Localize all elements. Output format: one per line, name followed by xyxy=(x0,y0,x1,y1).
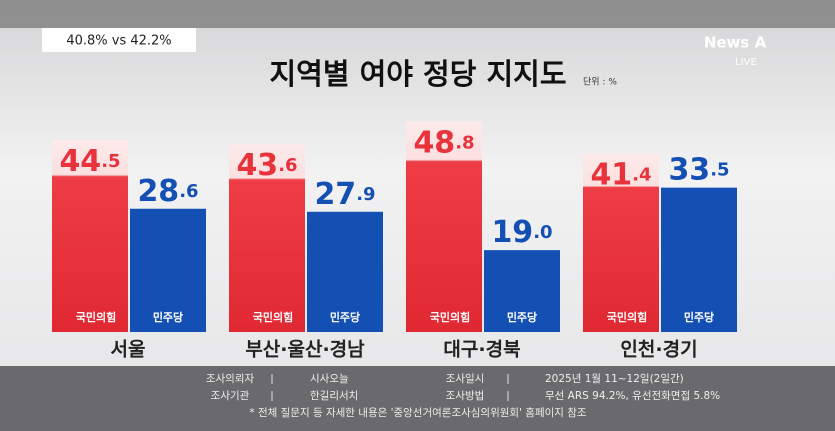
bar xyxy=(583,153,659,332)
x-tick-label: 대구·경북 xyxy=(443,339,520,361)
value-label: 48.8 xyxy=(413,125,474,160)
bar xyxy=(406,121,482,332)
value-label-main: 43 xyxy=(236,148,278,183)
unit: 단위 : % xyxy=(583,77,617,88)
series-name: 민주당 xyxy=(507,310,537,324)
value-label-decimal: .4 xyxy=(632,165,651,186)
series-name: 국민의힘 xyxy=(607,310,647,324)
bar xyxy=(661,187,737,332)
x-tick-label: 부산·울산·경남 xyxy=(245,339,365,361)
live: LIVE xyxy=(735,57,757,68)
series-name: 민주당 xyxy=(684,310,714,324)
footer-text: 2025년 1월 11~12일(2일간) xyxy=(545,372,684,385)
value-label-main: 44 xyxy=(59,144,101,179)
value-label: 33.5 xyxy=(668,152,729,187)
brand: News A xyxy=(704,34,767,52)
footer-text: 조사의뢰자 xyxy=(206,373,255,385)
bar xyxy=(52,140,128,332)
value-label-main: 41 xyxy=(590,157,632,192)
bar xyxy=(484,250,560,332)
value-label: 19.0 xyxy=(491,215,552,250)
x-tick-label: 서울 xyxy=(111,339,146,361)
value-label-main: 28 xyxy=(137,173,179,208)
value-label-decimal: .6 xyxy=(278,155,297,176)
chart-title: 지역별 여야 정당 지지도 xyxy=(269,57,566,91)
footer-text: 조사일시 xyxy=(446,372,485,385)
value-label-decimal: .9 xyxy=(356,184,375,205)
value-label-decimal: .5 xyxy=(710,160,729,181)
value-label: 27.9 xyxy=(314,176,375,211)
series-name: 국민의힘 xyxy=(253,310,293,324)
value-label-main: 27 xyxy=(314,176,356,211)
value-label: 41.4 xyxy=(590,157,651,192)
series-name: 민주당 xyxy=(153,310,183,324)
footer-text: 조사방법 xyxy=(446,390,485,402)
bar xyxy=(307,211,383,332)
footer-text: 무선 ARS 94.2%, 유선전화면접 5.8% xyxy=(545,390,720,402)
subtitle-box xyxy=(42,28,196,52)
value-label: 43.6 xyxy=(236,148,297,183)
value-label-main: 33 xyxy=(668,152,710,187)
value-label: 28.6 xyxy=(137,173,198,208)
series-name: 국민의힘 xyxy=(430,310,470,324)
footer-text: 조사기관 xyxy=(211,390,250,402)
value-label-main: 19 xyxy=(491,215,533,250)
x-tick-label: 인천·경기 xyxy=(620,339,697,361)
value-label-decimal: .6 xyxy=(179,181,198,202)
footer-note: * 전체 질문지 등 자세한 내용은 '중앙선거여론조사심의위원회' 홈페이지 … xyxy=(249,406,587,419)
value-label-decimal: .8 xyxy=(455,133,474,154)
series-name: 국민의힘 xyxy=(76,310,116,324)
bar xyxy=(130,208,206,332)
top-band xyxy=(0,0,835,28)
subtitle: 40.8% vs 42.2% xyxy=(66,34,171,49)
footer-text: 한길리서치 xyxy=(310,389,358,402)
value-label: 44.5 xyxy=(59,144,120,179)
value-label-decimal: .0 xyxy=(533,222,552,243)
value-label-main: 48 xyxy=(413,125,455,160)
footer-band xyxy=(0,366,835,431)
footer-text: 시사오늘 xyxy=(310,373,349,385)
value-label-decimal: .5 xyxy=(101,151,120,172)
series-name: 민주당 xyxy=(330,310,360,324)
bar xyxy=(229,144,305,332)
